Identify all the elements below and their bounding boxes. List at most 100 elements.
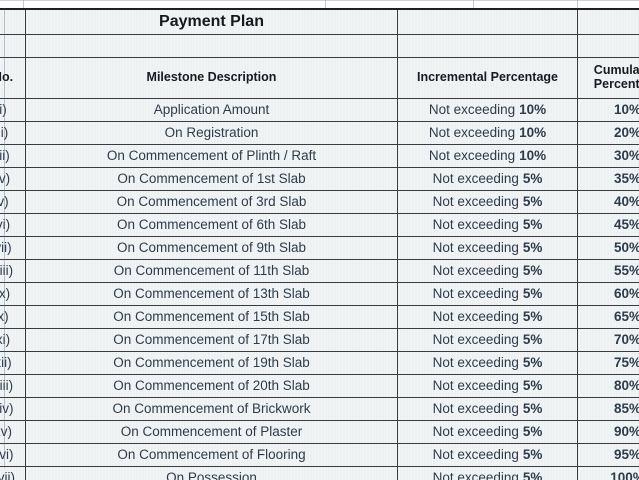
incremental-cell: Not exceeding 5% xyxy=(397,397,578,421)
milestone-cell: Application Amount xyxy=(25,98,398,122)
incremental-value: 5% xyxy=(522,400,543,416)
incremental-cell: Not exceeding 5% xyxy=(397,213,578,237)
incremental-cell: Not exceeding 5% xyxy=(397,236,578,260)
incremental-prefix: Not exceeding xyxy=(432,216,519,232)
column-header-cumulative-line2: Percentage xyxy=(593,77,639,91)
incremental-cell: Not exceeding 5% xyxy=(397,374,578,398)
empty-cell xyxy=(397,34,578,58)
sheet-gridline-stub xyxy=(577,0,578,9)
table-row: iii) On Commencement of Plinth / Raft No… xyxy=(0,144,639,168)
incremental-value: 5% xyxy=(522,308,543,324)
cumulative-cell: 85% xyxy=(577,397,639,421)
sr-no-cell: xiii) xyxy=(0,374,26,398)
cumulative-cell: 30% xyxy=(577,144,639,168)
empty-cell xyxy=(0,34,26,58)
incremental-value: 5% xyxy=(522,377,543,393)
milestone-cell: On Commencement of Plaster xyxy=(25,420,398,444)
sheet-gridline-stub xyxy=(23,0,24,9)
milestone-cell: On Commencement of Plinth / Raft xyxy=(25,144,398,168)
payment-plan-table: Payment Plan No. Milestone Description I… xyxy=(0,8,639,480)
empty-cell xyxy=(25,34,398,58)
incremental-prefix: Not exceeding xyxy=(432,377,519,393)
incremental-cell: Not exceeding 5% xyxy=(397,305,578,329)
milestone-cell: On Commencement of 3rd Slab xyxy=(25,190,398,214)
incremental-cell: Not exceeding 5% xyxy=(397,351,578,375)
milestone-cell: On Registration xyxy=(25,121,398,145)
incremental-prefix: Not exceeding xyxy=(432,170,519,186)
incremental-prefix: Not exceeding xyxy=(432,354,519,370)
cumulative-cell: 95% xyxy=(577,443,639,467)
sr-no-inner-gridline xyxy=(4,9,5,468)
column-header-cumulative-line1: Cumulative xyxy=(593,63,639,78)
cumulative-cell: 80% xyxy=(577,374,639,398)
incremental-value: 10% xyxy=(519,147,547,163)
incremental-prefix: Not exceeding xyxy=(428,147,516,163)
incremental-value: 5% xyxy=(522,446,543,462)
incremental-value: 5% xyxy=(522,331,543,347)
incremental-value: 5% xyxy=(522,216,543,232)
header-row: No. Milestone Description Incremental Pe… xyxy=(0,57,639,99)
table-row: iv) On Commencement of 1st Slab Not exce… xyxy=(0,167,639,191)
incremental-cell: Not exceeding 10% xyxy=(397,121,578,145)
incremental-cell: Not exceeding 5% xyxy=(397,282,578,306)
incremental-value: 5% xyxy=(522,423,543,439)
table-row: x) On Commencement of 15th Slab Not exce… xyxy=(0,305,639,329)
incremental-value: 5% xyxy=(522,469,543,480)
incremental-prefix: Not exceeding xyxy=(432,239,519,255)
column-header-milestone: Milestone Description xyxy=(25,57,398,99)
milestone-cell: On Commencement of 20th Slab xyxy=(25,374,398,398)
milestone-cell: On Commencement of 19th Slab xyxy=(25,351,398,375)
incremental-prefix: Not exceeding xyxy=(432,423,519,439)
incremental-prefix: Not exceeding xyxy=(432,469,519,480)
cumulative-cell: 35% xyxy=(577,167,639,191)
title-row: Payment Plan xyxy=(0,8,639,35)
incremental-prefix: Not exceeding xyxy=(432,262,519,278)
sheet-gridline-stub xyxy=(325,0,326,9)
table-row: i) Application Amount Not exceeding 10% 1… xyxy=(0,98,639,122)
sr-no-cell: x) xyxy=(0,305,26,329)
cumulative-cell: 90% xyxy=(577,420,639,444)
table-row: xvi) On Commencement of Flooring Not exc… xyxy=(0,443,639,467)
empty-cell xyxy=(0,8,26,35)
incremental-cell: Not exceeding 5% xyxy=(397,443,578,467)
empty-cell xyxy=(397,8,578,35)
column-header-incremental: Incremental Percentage xyxy=(397,57,578,99)
incremental-prefix: Not exceeding xyxy=(432,285,519,301)
cumulative-cell: 20% xyxy=(577,121,639,145)
empty-cell xyxy=(577,8,639,35)
incremental-prefix: Not exceeding xyxy=(428,124,516,140)
milestone-cell: On Commencement of Brickwork xyxy=(25,397,398,421)
incremental-value: 5% xyxy=(522,262,543,278)
sr-no-cell: vii) xyxy=(0,236,26,260)
incremental-value: 5% xyxy=(522,354,543,370)
incremental-prefix: Not exceeding xyxy=(432,331,519,347)
milestone-cell: On Commencement of Flooring xyxy=(25,443,398,467)
milestone-cell: On Commencement of 1st Slab xyxy=(25,167,398,191)
incremental-value: 5% xyxy=(522,193,543,209)
milestone-cell: On Commencement of 6th Slab xyxy=(25,213,398,237)
sr-no-cell: xvii) xyxy=(0,466,26,480)
cumulative-cell: 65% xyxy=(577,305,639,329)
table-title-cell: Payment Plan xyxy=(25,8,398,35)
milestone-cell: On Possession xyxy=(25,466,398,480)
table-row: vii) On Commencement of 9th Slab Not exc… xyxy=(0,236,639,260)
sheet-gridline xyxy=(0,0,639,1)
incremental-value: 5% xyxy=(522,285,543,301)
table-row: viii) On Commencement of 11th Slab Not e… xyxy=(0,259,639,283)
table-row: xiv) On Commencement of Brickwork Not ex… xyxy=(0,397,639,421)
cumulative-cell: 40% xyxy=(577,190,639,214)
cumulative-cell: 45% xyxy=(577,213,639,237)
incremental-value: 10% xyxy=(519,124,547,140)
milestone-cell: On Commencement of 17th Slab xyxy=(25,328,398,352)
incremental-cell: Not exceeding 5% xyxy=(397,466,578,480)
table-row: vi) On Commencement of 6th Slab Not exce… xyxy=(0,213,639,237)
table-row: xiii) On Commencement of 20th Slab Not e… xyxy=(0,374,639,398)
incremental-cell: Not exceeding 10% xyxy=(397,144,578,168)
incremental-prefix: Not exceeding xyxy=(432,446,519,462)
cumulative-cell: 100% xyxy=(577,466,639,480)
column-header-sr-no: No. xyxy=(0,57,26,99)
spacer-row xyxy=(0,34,639,58)
column-header-cumulative: Cumulative Percentage xyxy=(577,57,639,99)
